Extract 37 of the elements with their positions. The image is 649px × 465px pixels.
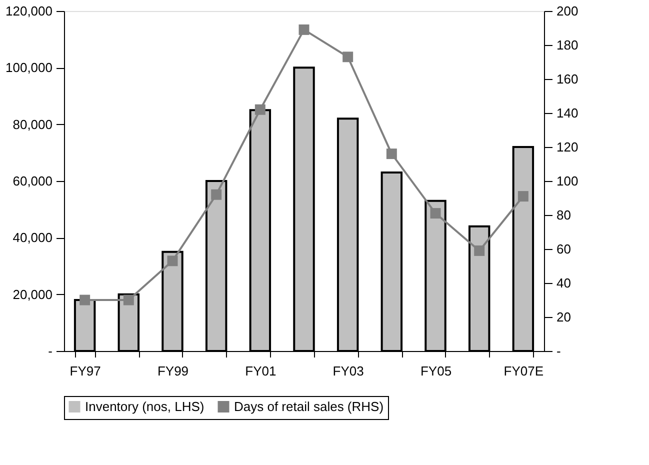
point [298, 24, 310, 35]
legend-label: Days of retail sales (RHS) [234, 398, 384, 414]
y2-tick-label: 100 [556, 174, 578, 188]
y2-tick-label: 80 [556, 208, 571, 222]
y2-tick-label: 140 [556, 106, 578, 120]
y2-tick-label: 60 [556, 242, 571, 256]
x-tick-label: FY97 [70, 364, 101, 378]
y-tick-label: - [48, 344, 52, 358]
y-tick-label: 100,000 [6, 60, 52, 76]
point [123, 294, 134, 306]
x-tick-label: FY01 [245, 364, 276, 378]
point [80, 294, 90, 306]
y-tick-label: 80,000 [12, 116, 52, 132]
point [167, 256, 178, 266]
y-tick-label: 60,000 [12, 174, 52, 188]
point [254, 104, 266, 115]
point [430, 208, 441, 219]
point [386, 148, 397, 160]
y2-tick-label: - [556, 344, 561, 358]
y2-tick-label: 120 [556, 140, 578, 154]
x-tick-label: FY07E [504, 364, 544, 378]
point [474, 245, 485, 256]
legend-label: Inventory (nos, LHS) [85, 398, 204, 414]
point [518, 191, 528, 202]
y2-tick-label: 200 [556, 4, 578, 18]
x-tick-label: FY05 [420, 364, 452, 378]
x-tick-label: FY99 [157, 364, 189, 378]
y-tick-label: 20,000 [12, 286, 52, 302]
y-tick-label: 120,000 [6, 4, 52, 18]
y2-tick-label: 20 [556, 310, 571, 324]
y-tick-label: 40,000 [12, 230, 52, 246]
point [211, 189, 222, 200]
y2-tick-label: 180 [556, 38, 578, 52]
x-tick-label: FY03 [332, 364, 364, 378]
y2-tick-label: 160 [556, 72, 578, 86]
y2-tick-label: 40 [556, 276, 571, 290]
point [342, 52, 354, 62]
